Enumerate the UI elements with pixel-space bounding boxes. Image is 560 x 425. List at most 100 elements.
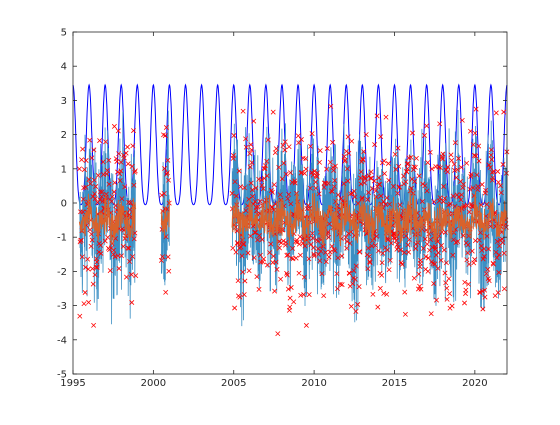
- red-x-marker: [448, 152, 454, 158]
- red-x-marker: [334, 271, 340, 277]
- y-tick-label: 3: [61, 96, 67, 107]
- red-x-marker: [372, 242, 378, 248]
- red-x-marker: [388, 240, 394, 246]
- red-x-marker: [324, 166, 330, 172]
- red-x-marker: [132, 169, 138, 175]
- red-x-marker: [484, 233, 490, 239]
- red-x-marker: [464, 257, 470, 263]
- y-tick-label: 0: [61, 199, 67, 210]
- series-orange-smoothed-line-segment-3: [231, 185, 508, 252]
- red-x-marker: [408, 154, 414, 160]
- red-x-marker: [376, 175, 382, 181]
- red-x-marker: [353, 308, 359, 314]
- red-x-marker: [103, 139, 109, 145]
- red-x-marker: [467, 186, 473, 192]
- red-x-marker: [465, 250, 471, 256]
- red-x-marker: [444, 296, 450, 302]
- red-x-marker: [469, 248, 475, 254]
- red-x-marker: [94, 259, 100, 265]
- red-x-marker: [111, 189, 117, 195]
- red-x-marker: [395, 145, 401, 151]
- red-x-marker: [314, 170, 320, 176]
- red-x-marker: [127, 258, 133, 264]
- red-x-marker: [82, 264, 88, 270]
- red-x-marker: [330, 139, 336, 145]
- red-x-marker: [447, 201, 453, 207]
- red-x-marker: [442, 229, 448, 235]
- red-x-marker: [278, 276, 284, 282]
- red-x-marker: [76, 166, 82, 172]
- red-x-marker: [305, 202, 311, 208]
- red-x-marker: [358, 181, 364, 187]
- series-layer: [72, 83, 510, 337]
- red-x-marker: [477, 230, 483, 236]
- red-x-marker: [425, 160, 431, 166]
- red-x-marker: [307, 185, 313, 191]
- red-x-marker: [100, 159, 106, 165]
- red-x-marker: [357, 249, 363, 255]
- red-x-marker: [104, 167, 110, 173]
- red-x-marker: [381, 290, 387, 296]
- red-x-marker: [504, 170, 509, 176]
- red-x-marker: [289, 255, 294, 261]
- red-x-marker: [464, 203, 470, 208]
- red-x-marker: [284, 252, 290, 258]
- red-x-marker: [339, 253, 345, 259]
- x-tick-label: 1995: [60, 378, 85, 389]
- red-x-marker: [353, 263, 359, 269]
- red-x-marker: [162, 166, 168, 171]
- red-x-marker: [285, 196, 291, 202]
- red-x-marker: [243, 144, 249, 150]
- red-x-marker: [347, 270, 352, 276]
- red-x-marker: [488, 147, 494, 153]
- red-x-marker: [351, 188, 357, 194]
- red-x-marker: [501, 286, 507, 292]
- red-x-marker: [331, 167, 337, 173]
- red-x-marker: [164, 171, 170, 177]
- red-x-marker: [252, 230, 258, 235]
- red-x-marker: [365, 266, 371, 272]
- red-x-marker: [87, 181, 93, 187]
- red-x-marker: [267, 250, 273, 256]
- red-x-marker: [450, 193, 456, 199]
- red-x-marker: [424, 188, 430, 194]
- red-x-marker: [359, 195, 365, 201]
- red-x-marker: [323, 250, 328, 255]
- red-x-marker: [454, 167, 460, 173]
- red-x-marker: [111, 123, 117, 129]
- red-x-marker: [128, 200, 134, 206]
- red-x-marker: [360, 157, 366, 163]
- red-x-marker: [259, 237, 265, 242]
- red-x-marker: [277, 245, 282, 251]
- red-x-marker: [367, 260, 373, 266]
- red-x-marker: [442, 270, 448, 276]
- red-x-marker: [233, 193, 239, 199]
- red-x-marker: [162, 133, 168, 139]
- red-x-marker: [494, 238, 500, 244]
- red-x-marker: [486, 278, 492, 284]
- red-x-marker: [347, 240, 353, 246]
- red-x-marker: [460, 181, 466, 187]
- red-x-marker: [329, 189, 335, 194]
- red-x-marker: [355, 302, 361, 307]
- red-x-marker: [129, 300, 135, 305]
- red-x-marker: [116, 151, 122, 157]
- red-x-marker: [308, 242, 314, 247]
- red-x-marker: [412, 164, 418, 170]
- red-x-marker: [301, 292, 307, 298]
- red-x-marker: [248, 233, 253, 239]
- red-x-marker: [103, 191, 109, 197]
- red-x-marker: [324, 146, 330, 151]
- red-x-marker: [91, 322, 97, 328]
- red-x-marker: [265, 137, 271, 143]
- red-x-marker: [92, 272, 98, 278]
- red-x-marker: [380, 250, 386, 256]
- red-x-marker: [358, 175, 363, 181]
- red-x-marker: [419, 198, 425, 204]
- red-x-marker: [99, 194, 105, 200]
- red-x-marker: [344, 245, 350, 251]
- red-x-marker: [303, 156, 309, 162]
- y-tick-label: -2: [57, 267, 67, 278]
- red-x-marker: [288, 201, 294, 207]
